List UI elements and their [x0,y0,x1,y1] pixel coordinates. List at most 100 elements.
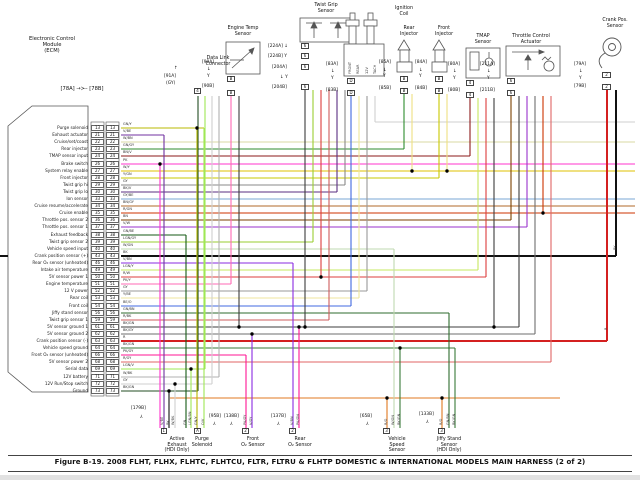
ecm-pin-cell: 24 [106,153,119,159]
ecm-pin-cell: 61 [91,324,104,330]
ecm-wire-code: GY [123,284,128,289]
wire-junction-dot [492,325,496,329]
wire-junction-dot [398,346,402,350]
ecm-pin-label: Rear injector [61,145,88,151]
ecm-pin-cell: 35 [91,210,104,216]
ecm-pin-label: Throttle pos. sensor 1 [42,223,88,229]
ecm-pin-cell: 23 [91,146,104,152]
ecm-pin-cell: 59 [91,317,104,323]
ecm-pin-cell: 29 [91,182,104,188]
connector-ref-label: [179B] [131,406,146,411]
ecm-pin-label: Intake air temperature [40,266,88,272]
ecm-box [7,105,89,393]
connector-ref-label: ↑ [174,66,178,71]
page-bottom-margin [0,475,640,480]
ecm-pin-label: Throttle pos. sensor 2 [42,216,88,222]
connector-ref-label: Y [487,76,490,81]
ecm-wire-code: GN/GY [123,142,135,147]
ecm-pin-label: Front O₂ sensor (unheated) [31,351,88,357]
caption-rule-top [8,455,632,456]
connector-pin: 1 [161,428,167,434]
ecm-pin-label: Engine temperature [45,280,88,286]
ecm-pin-cell: 46 [106,260,119,266]
ecm-pin-cell: 72 [106,381,119,387]
connector-name-ignition-coil: Ignition Coil [394,6,414,17]
ecm-wire-code: BK/GN [123,320,135,325]
ecm-pin-cell: 36 [91,217,104,223]
connector-ref-label: [90B] [202,84,215,89]
wire-junction-dot [297,325,301,329]
connector-pin: 6 [507,90,515,96]
connector-pin: 2 [289,428,296,434]
ecm-wire-code: GN/Y [123,121,132,126]
ignition-coil-symbol [343,12,385,77]
wire-color-label: R/O [384,418,388,425]
connector-ref-label: [79B] [574,84,587,89]
connector-ref-label: [90A] [202,60,215,65]
wire-junction-dot [303,325,307,329]
connector-ref-label: [211A] [480,62,495,67]
ecm-pin-cell: 66 [106,352,119,358]
connector-pin: 4 [466,80,474,86]
connector-ref-label: ⅄ [366,422,369,427]
connector-ref-label: ↓ [579,69,583,74]
connector-ref-label: [84B] [415,86,428,91]
ecm-pin-cell: 50 [91,274,104,280]
connector-ref-label: [85A] [379,60,392,65]
connector-pin: 6 [301,64,309,70]
ecm-pin-cell: 59 [106,317,119,323]
connector-ref-label: [133B] [419,412,434,417]
ecm-pin-cell: 68 [91,359,104,365]
ecm-pin-cell: 33 [106,196,119,202]
ecm-wire-code: BN [123,213,129,218]
ecm-pin-label: Purge solenoid [57,124,88,130]
tmap-sensor-symbol [465,47,501,79]
crank-position-sensor-symbol [598,37,622,69]
connector-pin: 2 [602,84,611,90]
ecm-pin-cell: 37 [106,224,119,230]
connector-name-jiffy-stand-sensor: Jiffy Stand Sensor (HDI Only) [436,437,462,454]
ecm-pin-cell: 69 [91,366,104,372]
connector-pin: 6 [301,53,309,59]
connector-pin: 3 [438,428,445,434]
ecm-pin-cell: 46 [91,260,104,266]
wire-junction-dot [173,382,177,386]
ecm-pin-label: Crank position sensor (+) [34,252,88,258]
caption-rule-bottom [8,471,632,472]
ecm-wire-code: GY/BE [123,192,134,197]
ecm-pin-cell: 29 [106,182,119,188]
ecm-pin-label: 5V sensor ground 1 [47,323,88,329]
ecm-pin-label: Twist grip sensor 2 [48,238,88,244]
connector-ref-label: ⅄ [140,415,143,420]
ecm-pin-label: Exhaust feedback [50,231,88,237]
ecm-pin-cell: 51 [106,281,119,287]
connector-name-throttle-control-actuator: Throttle Control Actuator [512,34,550,45]
connector-ref-label: [91A] [164,74,177,79]
ecm-pin-label: Cruise/set/coast [54,138,88,144]
ecm-wire-code: R/GN [123,206,132,211]
ecm-wire-code: GY [123,377,128,382]
connector-pin: D [347,78,355,84]
ecm-wire-code: BN/GY [123,199,134,204]
ecm-pin-cell: 23 [106,146,119,152]
ecm-wire-code: Y/GN [123,171,132,176]
wire-junction-dot [189,367,193,371]
connector-ref-label: [224B] Y [268,54,287,59]
ecm-pin-cell: 28 [91,175,104,181]
ecm-pin-label: 5V sensor power 1 [48,273,88,279]
wire-color-label: REAR [356,64,360,74]
connector-pin: A [194,428,201,434]
ecm-pin-cell: 49 [91,267,104,273]
ecm-pin-cell: 30 [106,189,119,195]
connector-ref-label: ⅄ [277,422,280,427]
connector-pin: 4 [194,88,201,94]
ecm-wire-code: W/BN [123,135,133,140]
wire-color-label: W/GN [391,415,395,425]
ecm-pin-cell: 54 [91,303,104,309]
connector-pin: B [400,76,408,82]
ecm-wire-code: Y/BE [123,291,131,296]
ecm-title: Electronic Control Module (ECM) [29,36,75,55]
ecm-pin-cell: 68 [106,359,119,365]
ecm-pin-label: Rear O₂ sensor (unheated) [32,259,88,265]
